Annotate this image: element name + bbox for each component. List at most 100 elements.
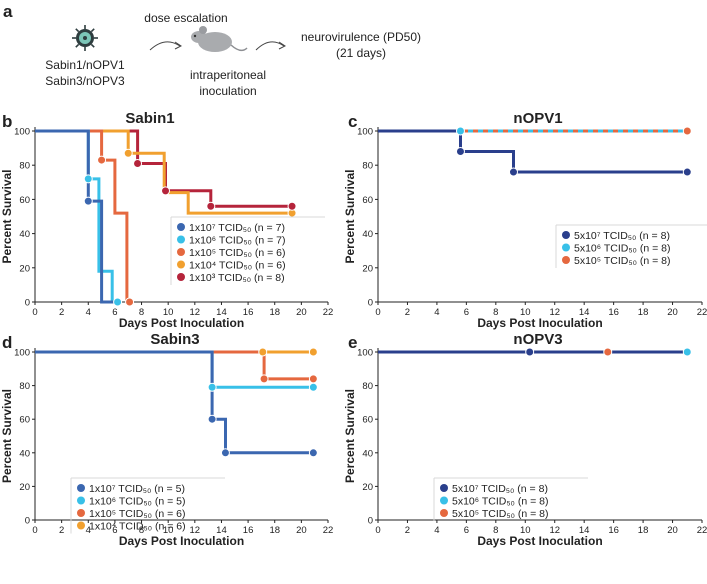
legend-marker (77, 521, 85, 530)
x-tick-label: 18 (269, 307, 280, 318)
x-tick-label: 4 (434, 525, 439, 536)
panel-label-a: a (3, 2, 13, 21)
data-point-e-2-0 (603, 347, 613, 357)
y-tick-label: 100 (14, 348, 30, 359)
x-tick-label: 20 (667, 307, 678, 318)
x-tick-label: 0 (32, 525, 37, 536)
legend-marker (177, 273, 185, 281)
chart-e: e nOPV3 0 20 40 60 80 100 0 2 4 6 8 10 12 14 16 18 20 22 Day… (343, 331, 707, 548)
x-tick-label: 14 (579, 525, 590, 536)
x-tick-label: 4 (86, 307, 91, 318)
data-point-c-0-2 (682, 167, 692, 177)
data-point-b-3-0 (123, 148, 133, 158)
legend-entry: 5x10⁶ TCID₅₀ (n = 8) (574, 242, 670, 254)
y-tick-label: 100 (357, 348, 373, 359)
arrow-2-icon (255, 41, 285, 51)
strain-label-2: Sabin3/nOPV3 (45, 74, 125, 88)
legend-d: 1x10⁷ TCID₅₀ (n = 5)1x10⁶ TCID₅₀ (n = 5)… (70, 477, 225, 534)
legend-marker (440, 484, 448, 492)
x-axis-label: Days Post Inoculation (119, 316, 244, 330)
data-point-d-2-1 (308, 374, 318, 384)
x-tick-label: 6 (112, 525, 117, 536)
x-tick-label: 16 (243, 525, 254, 536)
data-point-b-1-1 (113, 297, 123, 307)
x-tick-label: 6 (112, 307, 117, 318)
data-point-e-0-0 (525, 347, 535, 357)
legend-entry: 1x10⁷ TCID₅₀ (n = 7) (189, 222, 285, 234)
legend-marker (177, 260, 185, 269)
chart-title-c: nOPV1 (513, 110, 562, 127)
data-point-d-0-1 (220, 448, 230, 458)
series-line-d-2 (35, 350, 314, 381)
legend-marker (177, 223, 185, 231)
x-tick-label: 14 (216, 525, 227, 536)
x-tick-label: 4 (434, 307, 439, 318)
outcome-label-2: (21 days) (336, 46, 386, 60)
x-tick-label: 10 (520, 307, 531, 318)
legend-entry: 1x10⁵ TCID₅₀ (n = 6) (89, 508, 186, 520)
legend-marker (562, 243, 570, 252)
x-tick-label: 10 (520, 525, 531, 536)
x-tick-label: 8 (139, 525, 144, 536)
legend-marker (77, 509, 85, 517)
series-line-b-1 (35, 129, 118, 304)
y-tick-label: 100 (14, 127, 30, 138)
strain-label-1: Sabin1/nOPV1 (45, 58, 125, 72)
x-tick-label: 2 (405, 307, 410, 318)
series-line-c-0 (378, 129, 688, 174)
legend-entry: 5x10⁵ TCID₅₀ (n = 8) (574, 255, 671, 267)
x-tick-label: 2 (405, 525, 410, 536)
panel-a: a Sabin1/nOPV1 Sabin3/nOPV3 dose escalat… (3, 2, 421, 98)
legend-entry: 1x10⁴ TCID₅₀ (n = 6) (189, 259, 286, 271)
dose-escalation-label: dose escalation (144, 11, 227, 25)
legend-entry: 1x10⁴ TCID₅₀ (n = 6) (89, 520, 186, 532)
series-line-b-3 (35, 129, 292, 215)
x-tick-label: 20 (296, 307, 307, 318)
x-tick-label: 12 (549, 307, 560, 318)
legend-marker (177, 235, 185, 244)
legend-entry: 1x10³ TCID₅₀ (n = 8) (189, 272, 285, 284)
data-point-b-1-0 (83, 174, 93, 184)
legend-entry: 5x10⁷ TCID₅₀ (n = 8) (452, 483, 548, 495)
chart-d: d Sabin3 0 20 40 60 80 100 0 2 4 6 8 10 12 14 16 18 20 22 Da… (0, 331, 333, 548)
y-tick-label: 60 (19, 415, 30, 426)
x-axis-label: Days Post Inoculation (119, 534, 244, 548)
x-tick-label: 20 (296, 525, 307, 536)
legend-entry: 1x10⁵ TCID₅₀ (n = 6) (189, 247, 286, 259)
y-tick-label: 40 (19, 448, 30, 459)
x-tick-label: 10 (163, 307, 174, 318)
x-tick-label: 22 (323, 307, 334, 318)
series-line-d-1 (35, 350, 314, 389)
legend-marker (77, 496, 85, 505)
y-tick-label: 0 (368, 516, 373, 527)
x-tick-label: 12 (190, 307, 201, 318)
legend-e: 5x10⁷ TCID₅₀ (n = 8)5x10⁶ TCID₅₀ (n = 8)… (433, 477, 588, 521)
y-tick-label: 80 (362, 161, 373, 172)
x-tick-label: 20 (667, 525, 678, 536)
mouse-icon (191, 26, 248, 52)
series-line-b-0 (35, 129, 115, 304)
legend-entry: 5x10⁵ TCID₅₀ (n = 8) (452, 508, 549, 520)
panel-label-e: e (348, 333, 357, 352)
route-label-1: intraperitoneal (190, 68, 266, 82)
legend-entry: 5x10⁷ TCID₅₀ (n = 8) (574, 230, 670, 242)
x-tick-label: 0 (375, 307, 380, 318)
y-tick-label: 60 (362, 195, 373, 206)
data-point-b-4-1 (161, 186, 171, 196)
panel-label-b: b (2, 112, 12, 131)
data-point-c-0-1 (508, 167, 518, 177)
y-tick-label: 20 (19, 482, 30, 493)
chart-title-e: nOPV3 (513, 331, 562, 348)
x-tick-label: 14 (579, 307, 590, 318)
data-point-d-1-0 (207, 382, 217, 392)
arrow-2-head-icon (278, 41, 286, 50)
y-tick-label: 60 (19, 195, 30, 206)
y-tick-label: 80 (19, 381, 30, 392)
y-axis-label: Percent Survival (0, 389, 14, 483)
chart-b: b Sabin1 0 20 40 60 80 100 0 2 4 6 8 10 12 14 16 18 20 22 Da… (0, 110, 333, 330)
legend-marker (177, 248, 185, 256)
legend-marker (440, 496, 448, 505)
chart-c: c nOPV1 0 20 40 60 80 100 0 2 4 6 8 10 12 14 16 18 20 22 Day… (343, 110, 707, 330)
legend-marker (440, 509, 448, 517)
x-tick-label: 12 (190, 525, 201, 536)
